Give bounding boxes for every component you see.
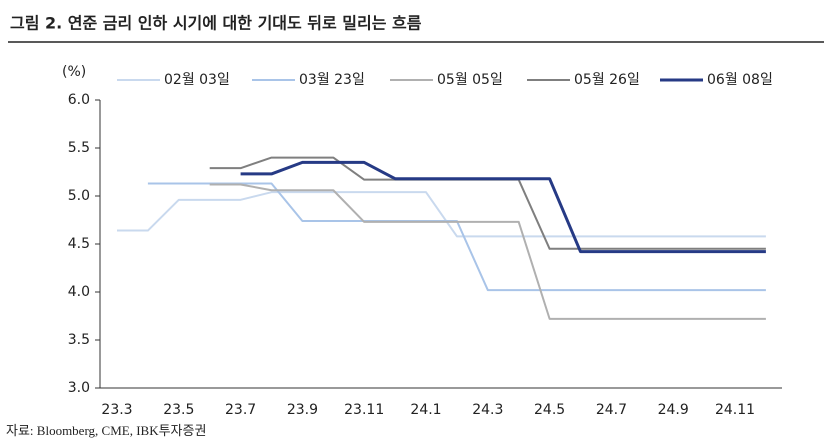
legend-label: 02월 03일	[164, 72, 230, 88]
x-tick-label: 24.1	[410, 402, 441, 418]
y-tick-label: 6.0	[68, 92, 90, 108]
legend-label: 05월 26일	[574, 72, 640, 88]
y-tick-label: 5.0	[68, 188, 90, 204]
x-tick-label: 23.11	[344, 402, 384, 418]
series-line	[240, 160, 766, 254]
chart-title: 그림 2. 연준 금리 인하 시기에 대한 기대도 뒤로 밀리는 흐름	[10, 14, 422, 33]
series-line	[209, 156, 766, 250]
y-tick-label: 4.5	[68, 236, 90, 252]
x-tick-label: 24.7	[596, 402, 627, 418]
x-tick-label: 24.11	[715, 402, 755, 418]
y-tick-label: 3.0	[68, 380, 90, 396]
series-line	[117, 191, 766, 238]
x-tick-label: 23.5	[163, 402, 194, 418]
x-tick-label: 24.9	[658, 402, 689, 418]
y-unit: (%)	[62, 64, 86, 80]
x-tick-label: 23.7	[225, 402, 256, 418]
legend-label: 03월 23일	[299, 72, 365, 88]
x-tick-label: 24.3	[472, 402, 503, 418]
x-tick-label: 24.5	[534, 402, 565, 418]
x-tick-label: 23.9	[287, 402, 318, 418]
legend-label: 05월 05일	[437, 72, 503, 88]
y-tick-label: 4.0	[68, 284, 90, 300]
source: 자료: Bloomberg, CME, IBK투자증권	[6, 423, 206, 438]
x-tick-label: 23.3	[101, 402, 132, 418]
y-tick-label: 5.5	[68, 140, 90, 156]
y-tick-label: 3.5	[68, 332, 90, 348]
legend-label: 06월 08일	[707, 72, 773, 88]
series-line	[209, 183, 766, 320]
